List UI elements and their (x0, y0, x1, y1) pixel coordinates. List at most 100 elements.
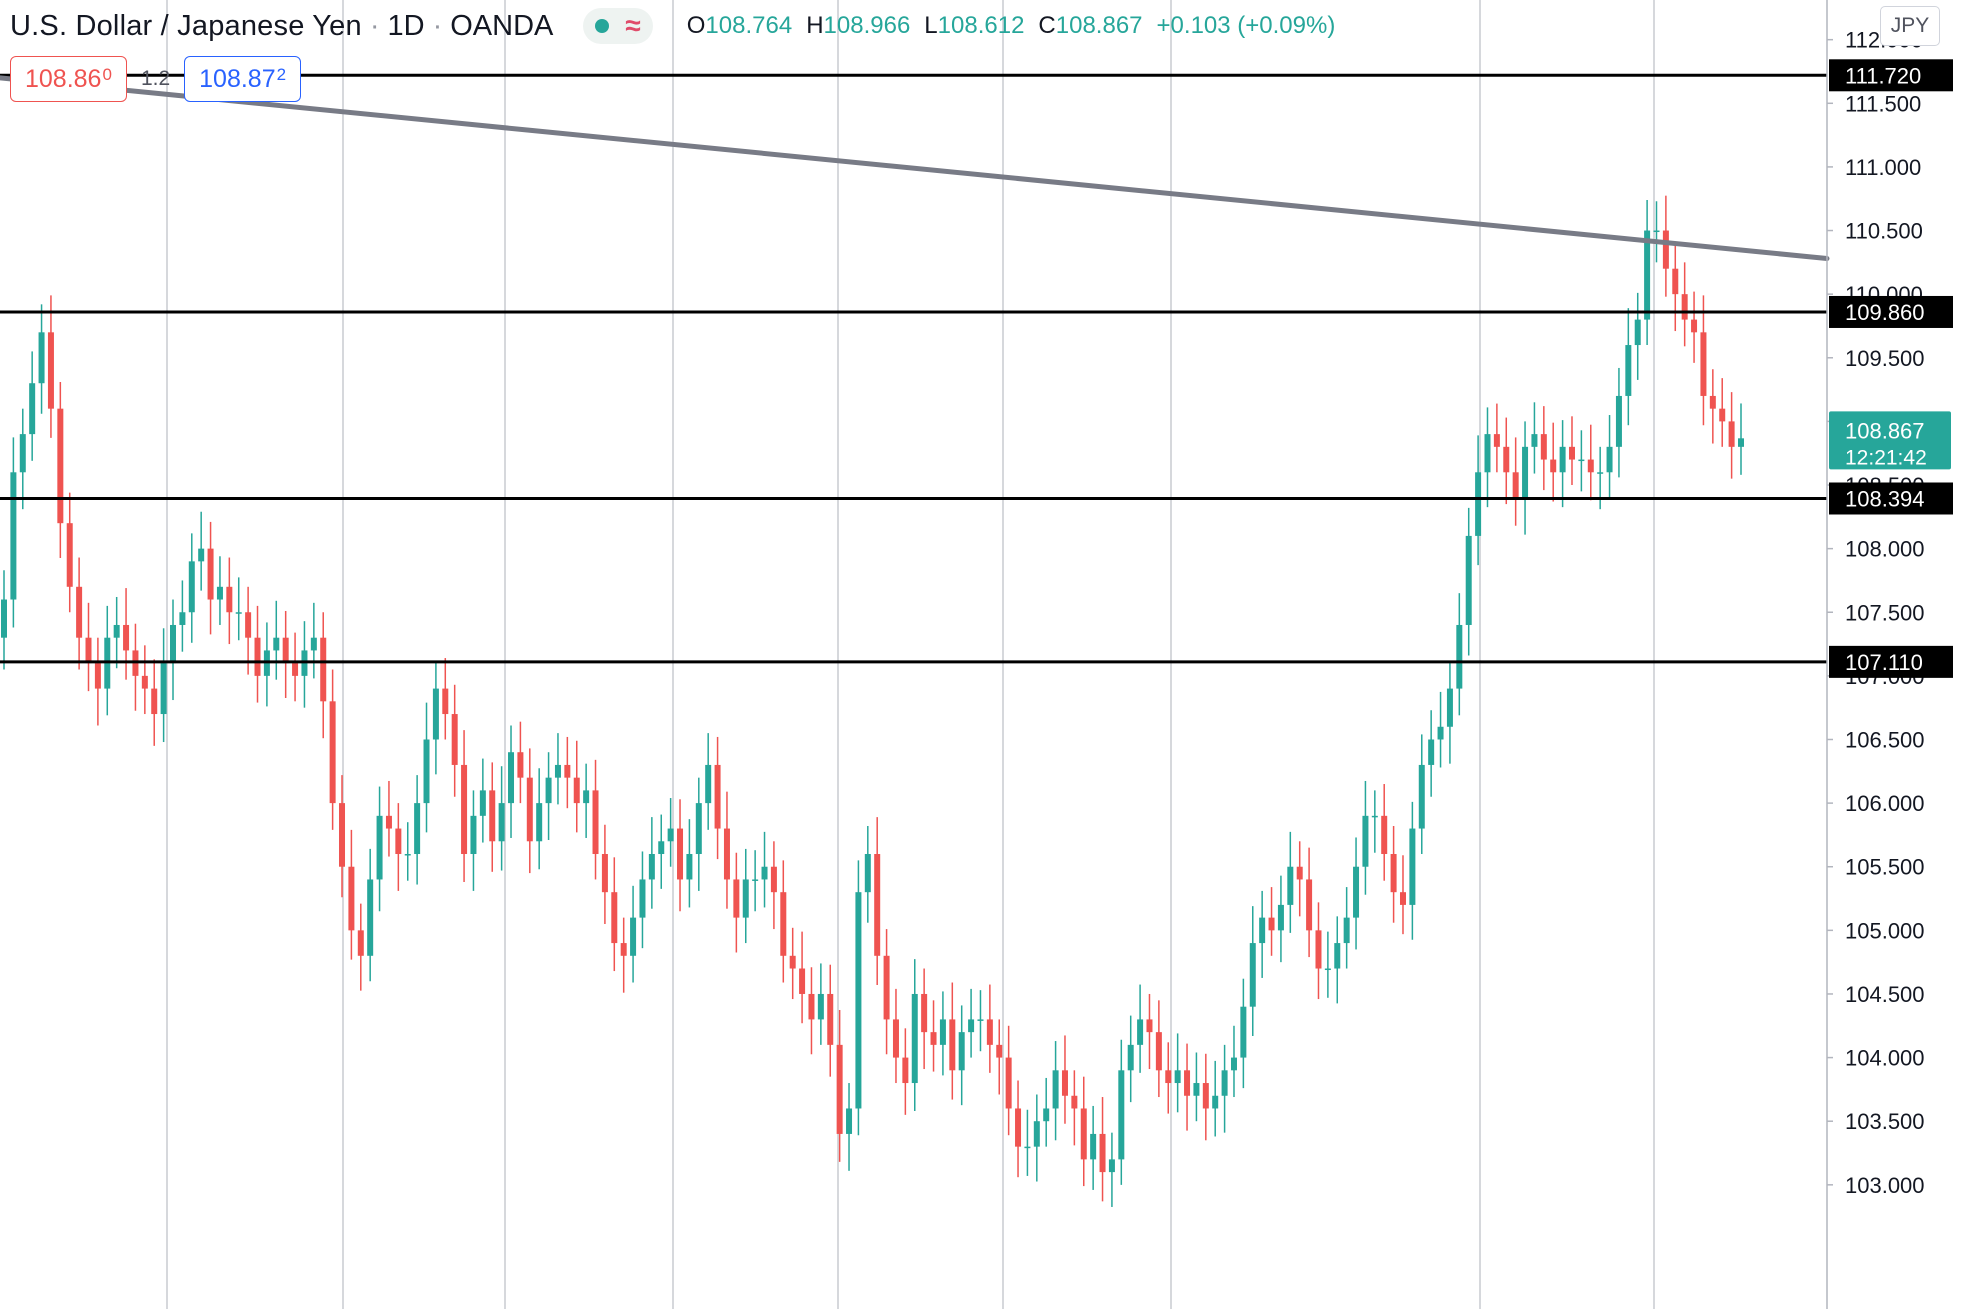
candle-body (958, 1032, 965, 1071)
axis-tick-label: 110.500 (1845, 219, 1923, 244)
candle (1005, 1025, 1012, 1136)
candle (1634, 292, 1641, 380)
candle (921, 968, 928, 1070)
candle-body (1071, 1095, 1078, 1109)
candle (423, 702, 430, 833)
candle (1033, 1094, 1040, 1182)
candle (902, 1028, 909, 1115)
candle-body (1249, 943, 1256, 1007)
symbol-header: U.S. Dollar / Japanese Yen · 1D · OANDA … (10, 6, 1335, 46)
axis-tick-label: 109.500 (1845, 346, 1925, 371)
candle-body (1015, 1108, 1022, 1147)
candle-body (1512, 472, 1519, 498)
candle-body (789, 955, 796, 969)
candle-body (1259, 917, 1266, 944)
axis-tick-label: 108.000 (1845, 537, 1925, 562)
candle-body (1578, 459, 1585, 462)
current-price-label: 108.867 (1845, 418, 1925, 443)
candle (216, 556, 223, 625)
level-price-label: 109.860 (1845, 300, 1925, 325)
candle (1728, 392, 1735, 479)
candle (245, 586, 252, 675)
candle-body (1212, 1095, 1219, 1109)
candle (1700, 295, 1707, 426)
candle (66, 492, 73, 613)
candle (1446, 663, 1453, 764)
candle-body (423, 739, 430, 804)
candle-body (1108, 1159, 1115, 1173)
candle-body (1362, 815, 1369, 867)
candle (939, 991, 946, 1076)
interval-label[interactable]: 1D (387, 9, 425, 42)
candle (1493, 403, 1500, 473)
candle-body (1597, 472, 1604, 474)
candle (1503, 417, 1510, 505)
candle (1287, 831, 1294, 933)
candle (1184, 1043, 1191, 1131)
candle-body (1277, 904, 1284, 931)
candle-body (94, 663, 101, 689)
candle (977, 990, 984, 1052)
candle-body (207, 548, 214, 600)
candle-body (601, 854, 608, 893)
currency-button[interactable]: JPY (1880, 6, 1940, 46)
candle-body (883, 955, 890, 1020)
buy-button[interactable]: 108.87 2 (184, 56, 302, 102)
candle-body (677, 828, 684, 880)
candle-body (1559, 446, 1566, 473)
candle-body (385, 815, 392, 829)
candle-body (339, 803, 346, 867)
candle (846, 1083, 853, 1171)
candle-body (648, 854, 655, 880)
candle (1465, 507, 1472, 656)
candle (282, 610, 289, 699)
candle-body (1418, 764, 1425, 829)
change-value: +0.103 (+0.09%) (1156, 12, 1336, 39)
axis-tick-label: 104.500 (1845, 982, 1925, 1007)
candle (29, 351, 36, 461)
candle (508, 725, 515, 838)
buy-price-pip: 2 (276, 65, 287, 84)
candle (1418, 734, 1425, 855)
close-label: C (1038, 12, 1056, 39)
candle (1043, 1077, 1050, 1147)
sell-button[interactable]: 108.86 0 (10, 56, 127, 102)
candle (1240, 978, 1247, 1089)
separator-dot: · (369, 9, 380, 42)
candle-body (1, 599, 7, 638)
candle (517, 721, 524, 804)
candle (1174, 1033, 1181, 1113)
candle (498, 766, 505, 871)
candle (1522, 421, 1529, 535)
candle (94, 637, 101, 726)
trendline[interactable] (0, 75, 1830, 262)
candle (38, 304, 45, 414)
axis-tick-label: 103.500 (1845, 1109, 1925, 1134)
candle (235, 577, 242, 641)
candle (1353, 837, 1360, 950)
low-label: L (924, 12, 938, 39)
axis-tick-label: 105.000 (1845, 918, 1925, 943)
candle (1080, 1076, 1087, 1187)
candle-body (367, 879, 374, 956)
candle-body (583, 790, 590, 804)
candle (123, 588, 130, 680)
candle-body (1568, 446, 1575, 460)
axis-tick-label: 104.000 (1845, 1046, 1925, 1071)
candle-body (1531, 434, 1538, 447)
level-price-label: 107.110 (1845, 650, 1923, 675)
status-indicators[interactable]: ≈ (583, 8, 653, 44)
candle (958, 1005, 965, 1106)
axis-tick-label: 111.000 (1845, 155, 1921, 180)
candle (554, 733, 561, 805)
candle (1662, 195, 1669, 297)
candle (714, 736, 721, 860)
candle-body (226, 586, 233, 613)
candle (648, 817, 655, 909)
candle-body (29, 383, 36, 435)
candle (968, 988, 975, 1058)
candle (198, 511, 205, 591)
candle-body (1390, 854, 1397, 893)
candle (677, 799, 684, 912)
